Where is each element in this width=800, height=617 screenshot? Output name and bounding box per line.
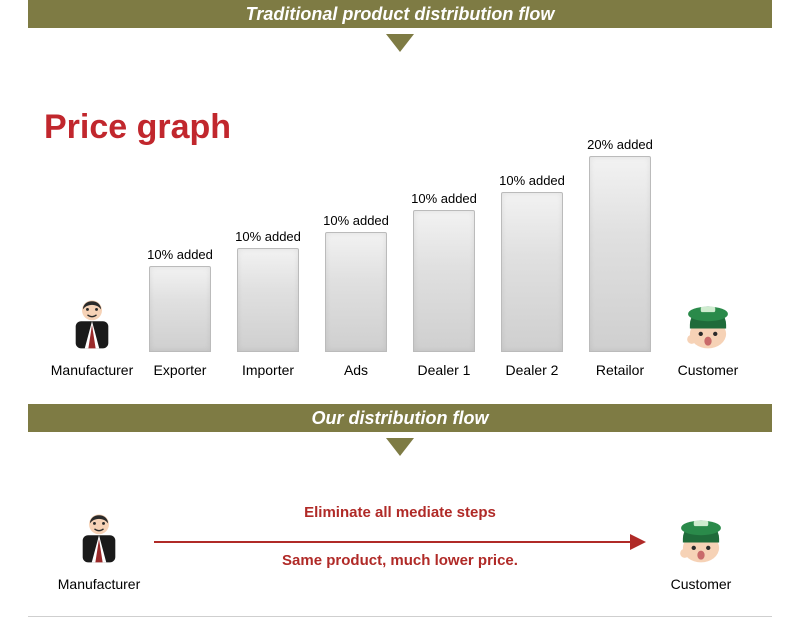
flow-right-label: Customer xyxy=(671,576,732,596)
price-bar-chart: Manufacturer 10% added Exporter 10% added Im… xyxy=(0,122,800,382)
direct-flow-row: Manufacturer Eliminate all mediate steps… xyxy=(0,456,800,596)
chart-category-label: Importer xyxy=(242,362,294,382)
chart-category-label: Retailor xyxy=(596,362,644,382)
price-bar xyxy=(413,210,475,352)
our-flow-section: Our distribution flow Manufacturer Elimi… xyxy=(0,404,800,617)
chart-col-exporter: 10% added Exporter xyxy=(136,122,224,382)
customer-icon xyxy=(672,504,730,566)
bar-added-label: 10% added xyxy=(147,247,213,262)
bar-added-label: 20% added xyxy=(587,137,653,152)
chart-col-manufacturer: Manufacturer xyxy=(48,122,136,382)
bar-added-label: 10% added xyxy=(235,229,301,244)
bar-added-label: 10% added xyxy=(323,213,389,228)
traditional-flow-section: Price graph Manufacturer10% addedExporte… xyxy=(0,52,800,382)
bottom-band: Our distribution flow xyxy=(28,404,772,432)
price-bar xyxy=(149,266,211,352)
long-arrow-icon xyxy=(154,534,646,550)
chart-col-importer: 10% added Importer xyxy=(224,122,312,382)
chart-category-label: Customer xyxy=(678,362,739,382)
arrow-head-icon xyxy=(630,534,646,550)
price-bar xyxy=(237,248,299,352)
chart-col-dealer-1: 10% added Dealer 1 xyxy=(400,122,488,382)
bar-added-label: 10% added xyxy=(411,191,477,206)
chart-category-label: Ads xyxy=(344,362,368,382)
manufacturer-icon xyxy=(70,504,128,566)
chart-col-dealer-2: 10% added Dealer 2 xyxy=(488,122,576,382)
flow-left-label: Manufacturer xyxy=(58,576,140,596)
manufacturer-icon xyxy=(63,290,121,352)
chart-col-customer: Customer xyxy=(664,122,752,382)
eliminate-steps-text: Eliminate all mediate steps xyxy=(154,504,646,521)
same-product-text: Same product, much lower price. xyxy=(154,552,646,569)
flow-customer-col: Customer xyxy=(646,504,756,596)
chart-category-label: Manufacturer xyxy=(51,362,133,382)
chart-col-retailor: 20% added Retailor xyxy=(576,122,664,382)
chart-category-label: Dealer 2 xyxy=(506,362,559,382)
top-down-arrow-icon xyxy=(386,34,414,52)
top-band: Traditional product distribution flow xyxy=(28,0,772,28)
chart-category-label: Exporter xyxy=(154,362,207,382)
chart-category-label: Dealer 1 xyxy=(418,362,471,382)
chart-col-ads: 10% added Ads xyxy=(312,122,400,382)
flow-manufacturer-col: Manufacturer xyxy=(44,504,154,596)
customer-icon xyxy=(679,290,737,352)
price-bar xyxy=(501,192,563,352)
flow-middle: Eliminate all mediate steps Same product… xyxy=(154,466,646,596)
bottom-down-arrow-icon xyxy=(386,438,414,456)
price-bar xyxy=(325,232,387,352)
bar-added-label: 10% added xyxy=(499,173,565,188)
arrow-shaft xyxy=(154,541,630,543)
price-bar xyxy=(589,156,651,352)
